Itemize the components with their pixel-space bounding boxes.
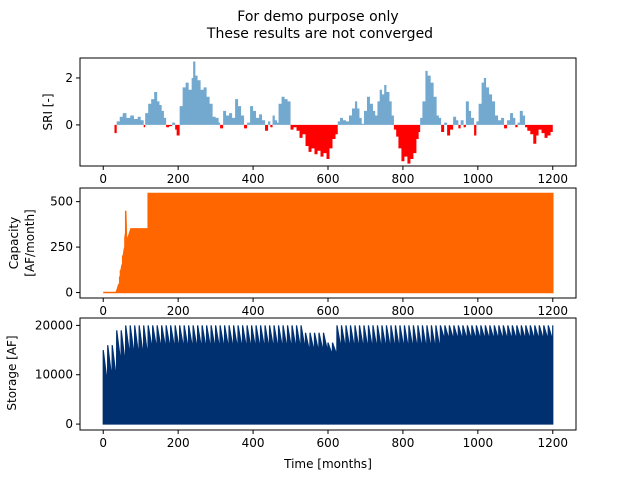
x-tick-label: 200 [167,436,190,450]
x-tick-label: 400 [242,436,265,450]
x-tick-label: 800 [391,304,414,318]
y-tick-label: 0 [65,417,73,431]
x-tick-label: 1000 [463,304,494,318]
x-tick-label: 1200 [538,436,569,450]
x-tick-label: 400 [242,304,265,318]
x-tick-label: 600 [317,304,340,318]
storage-xlabel: Time [months] [283,457,372,471]
capacity-ylabel-line2: [AF/month] [23,209,37,276]
x-tick-label: 800 [391,172,414,186]
x-tick-label: 200 [167,304,190,318]
storage-area [102,325,554,425]
x-tick-label: 600 [317,172,340,186]
sri-panel: 0 200 400 600 800 1000 1200 0 2 [65,57,577,186]
capacity-area [103,192,554,294]
y-tick-label: 250 [50,240,73,254]
sri-ylabel: SRI [-] [41,93,55,130]
storage-panel-plot-area [102,325,554,425]
capacity-ylabel-line1: Capacity [7,217,21,269]
figure-title-line1: For demo purpose only [237,9,398,25]
sri-positive-area [116,61,526,125]
x-tick-label: 400 [242,172,265,186]
x-tick-label: 0 [99,172,107,186]
storage-panel: 0 200 400 600 800 1000 1200 0 10000 20000 [35,317,577,450]
y-tick-label: 0 [65,286,73,300]
y-tick-label: 10000 [35,368,73,382]
storage-ylabel: Storage [AF] [5,335,19,410]
x-tick-label: 0 [99,436,107,450]
x-tick-label: 800 [391,436,414,450]
figure-title-line2: These results are not converged [206,26,433,42]
y-tick-label: 500 [50,195,73,209]
x-tick-label: 1000 [463,172,494,186]
y-tick-label: 0 [65,118,73,132]
sri-negative-area [114,124,553,164]
x-tick-label: 1200 [538,304,569,318]
x-tick-label: 600 [317,436,340,450]
sri-panel-plot-area [114,61,553,164]
y-tick-label: 20000 [35,318,73,332]
x-tick-label: 200 [167,172,190,186]
x-tick-label: 1200 [538,172,569,186]
y-tick-label: 2 [65,71,73,85]
capacity-panel: 0 200 400 600 800 1000 1200 0 250 500 [50,187,577,318]
x-tick-label: 1000 [463,436,494,450]
capacity-panel-plot-area [103,192,554,294]
x-tick-label: 0 [99,304,107,318]
